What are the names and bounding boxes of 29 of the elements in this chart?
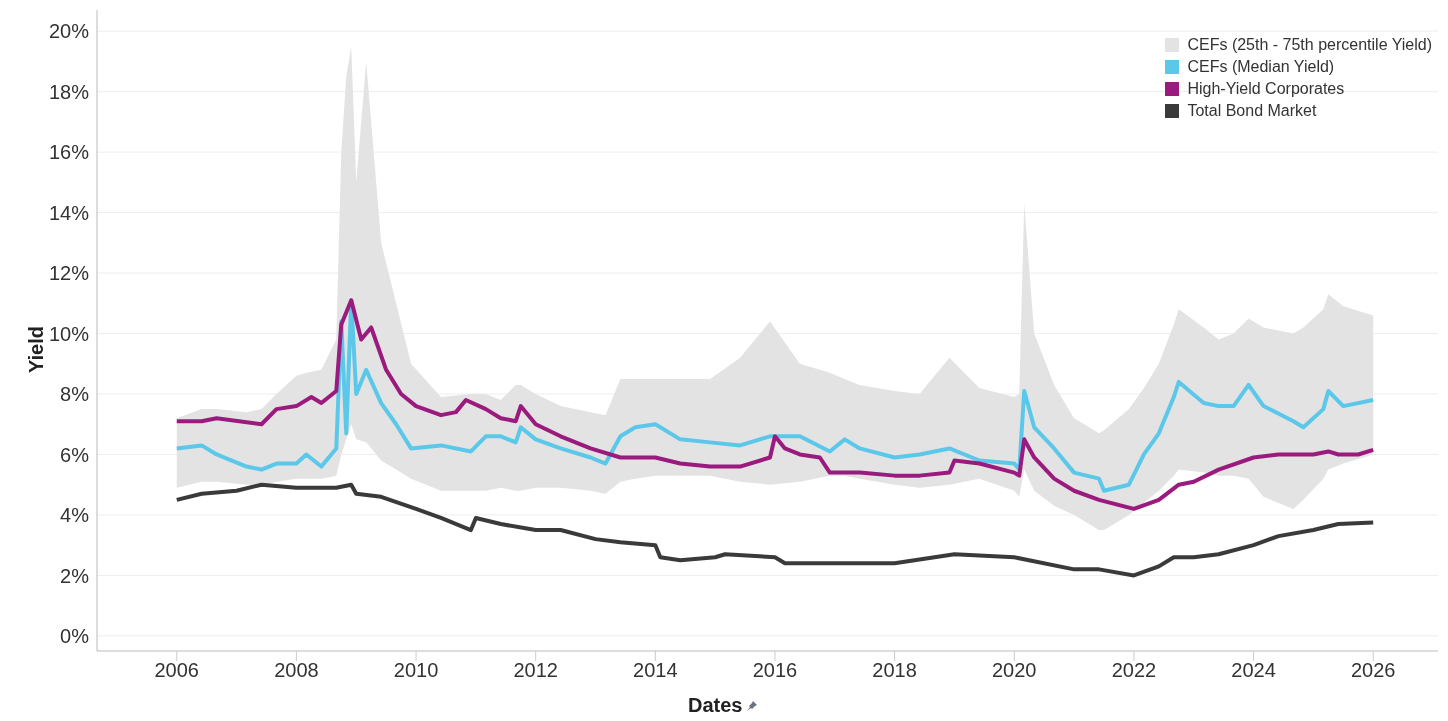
x-tick-label: 2022 xyxy=(1111,659,1157,682)
legend-label: Total Bond Market xyxy=(1187,101,1317,121)
x-tick-label: 2008 xyxy=(274,659,319,682)
x-tick-label: 2024 xyxy=(1231,659,1276,682)
x-tick-label: 2018 xyxy=(872,659,917,682)
x-tick-label: 2006 xyxy=(154,659,200,682)
x-tick-label: 2016 xyxy=(752,659,798,682)
y-tick-label: 2% xyxy=(60,564,90,587)
y-tick-label: 0% xyxy=(60,624,90,647)
x-tick-label: 2012 xyxy=(513,659,558,682)
x-tick-label: 2014 xyxy=(633,659,678,682)
line-series xyxy=(174,482,1376,578)
x-tick-label: 2020 xyxy=(992,659,1037,682)
annotation: CEFs (25th - 75th percentile Yield) xyxy=(1187,35,1432,55)
y-tick-label: 6% xyxy=(60,443,90,466)
y-tick-label: 16% xyxy=(48,141,90,164)
y-tick-label: 14% xyxy=(48,201,90,224)
legend-label: High-Yield Corporates xyxy=(1187,79,1345,99)
y-tick-label: 18% xyxy=(48,80,90,103)
x-tick-label: 2026 xyxy=(1350,659,1396,682)
y-tick-label: 12% xyxy=(48,262,90,285)
y-tick-label: 20% xyxy=(48,20,90,43)
x-tick-label: 2010 xyxy=(393,659,439,682)
y-tick-label: 10% xyxy=(48,322,90,345)
y-tick-label: 8% xyxy=(60,383,90,406)
y-axis-title: Yield xyxy=(24,324,48,376)
x-axis-title: Dates xyxy=(688,694,743,717)
legend-label: CEFs (Median Yield) xyxy=(1187,57,1335,77)
y-tick-label: 4% xyxy=(60,504,90,527)
